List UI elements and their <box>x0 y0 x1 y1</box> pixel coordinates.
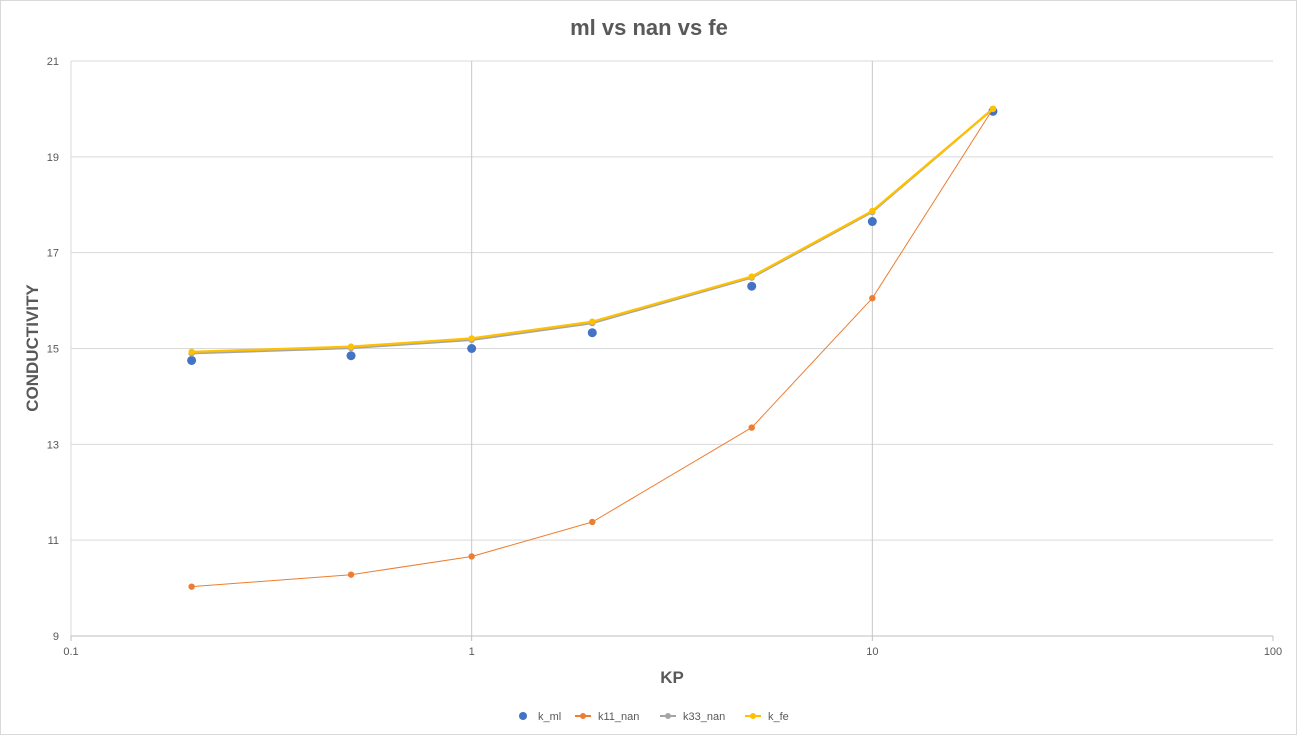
chart-title: ml vs nan vs fe <box>570 15 728 40</box>
x-tick-label: 1 <box>469 646 475 658</box>
data-point <box>589 518 596 526</box>
legend-swatch-marker <box>750 713 756 719</box>
y-tick-label: 21 <box>47 56 59 68</box>
data-point <box>347 343 355 350</box>
legend-label: k11_nan <box>598 711 639 723</box>
data-point <box>747 281 757 291</box>
x-tick-label: 0.1 <box>63 646 78 658</box>
y-tick-label: 15 <box>47 344 59 356</box>
x-tick-label: 100 <box>1264 646 1282 658</box>
x-axis-title: KP <box>660 668 684 687</box>
data-point <box>587 328 597 338</box>
data-point <box>346 351 356 361</box>
y-tick-label: 19 <box>47 152 59 164</box>
legend-item-k33-nan: k33_nan <box>660 711 725 723</box>
data-point <box>589 318 596 325</box>
data-point <box>869 207 876 215</box>
x-tick-label: 10 <box>866 646 878 658</box>
data-point <box>748 424 755 431</box>
data-point <box>468 335 475 342</box>
axes: 9 11 13 15 17 19 21 0.1 1 10 100 <box>47 56 1282 658</box>
legend-swatch-marker <box>580 713 586 719</box>
data-point <box>989 105 997 113</box>
data-point <box>867 217 877 227</box>
legend-item-k11-nan: k11_nan <box>575 711 639 723</box>
data-point <box>347 571 355 578</box>
series-k-ml <box>187 106 998 365</box>
y-tick-label: 17 <box>47 248 59 260</box>
legend: k_ml k11_nan k33_nan k_fe <box>519 711 789 723</box>
y-tick-label: 9 <box>53 631 59 643</box>
legend-label: k_ml <box>538 711 561 723</box>
series-k-fe <box>188 105 997 356</box>
data-point <box>467 344 477 353</box>
y-tick-label: 13 <box>47 439 59 451</box>
data-point <box>869 294 876 302</box>
data-point <box>187 355 197 365</box>
legend-item-k-fe: k_fe <box>745 711 789 723</box>
data-point <box>468 553 475 560</box>
y-tick-label: 11 <box>48 535 59 547</box>
grid <box>71 60 1273 637</box>
legend-label: k_fe <box>768 711 789 723</box>
legend-swatch-marker <box>519 712 527 720</box>
plot-series <box>187 105 998 590</box>
legend-label: k33_nan <box>683 711 725 723</box>
data-point <box>188 583 195 590</box>
y-axis-title: CONDUCTIVITY <box>23 284 42 412</box>
data-point <box>188 348 195 356</box>
legend-item-k-ml: k_ml <box>519 711 561 723</box>
legend-swatch-marker <box>665 713 671 719</box>
data-point <box>748 273 755 280</box>
